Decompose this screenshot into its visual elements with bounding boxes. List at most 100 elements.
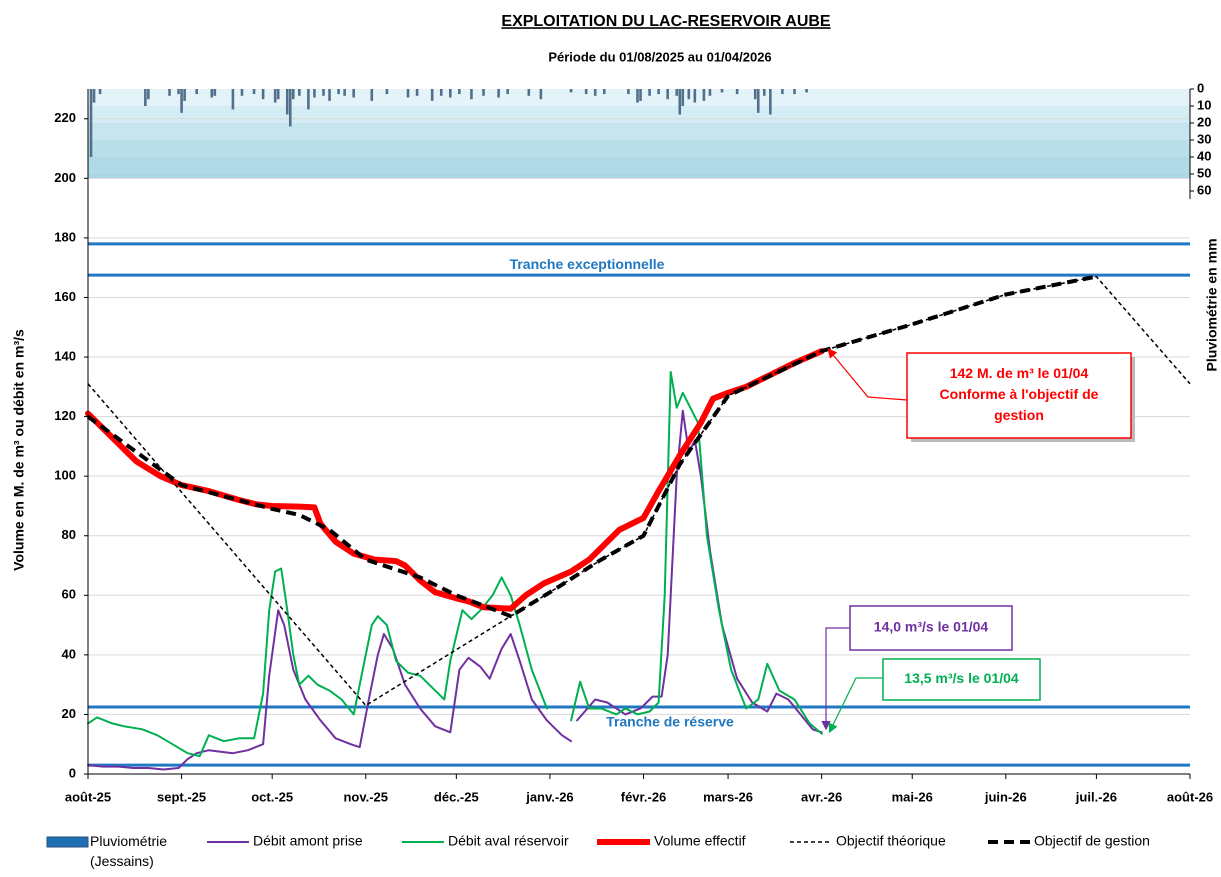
rain-bar [147,89,150,100]
rain-bar [449,89,452,98]
rain-bar [180,89,183,113]
y-tick-label: 0 [69,765,76,780]
series-line [87,275,1191,707]
y2-tick-label: 20 [1197,114,1211,129]
rain-bar [168,89,171,96]
y-tick-label: 160 [54,289,76,304]
y-tick-label: 120 [54,408,76,423]
y-tick-label: 180 [54,229,76,244]
y-tick-label: 100 [54,468,76,483]
rain-bar [276,89,280,100]
rain-bar [177,89,180,95]
annotation-text: 14,0 m³/s le 01/04 [874,619,989,635]
y2-axis-title: Pluviométrie en mm [1204,238,1220,371]
rain-bar [687,89,691,100]
legend-text: Pluviométrie (Jessains) [90,833,168,869]
annotation-arrow [821,627,850,731]
rain-bar [708,89,712,96]
rain-band [88,106,1190,123]
rain-bar [756,89,760,113]
rain-bar [195,89,198,95]
x-tick-label: août-26 [1167,789,1213,804]
rain-bar [636,89,639,103]
rain-band [88,174,1190,178]
rain-bar [385,89,389,95]
chart-subtitle: Période du 01/08/2025 au 01/04/2026 [548,49,771,64]
rain-bar [527,89,531,96]
rain-bar [805,89,808,93]
y2-tick-label: 60 [1197,182,1211,197]
annotation-text: gestion [994,407,1044,423]
rain-bar [231,89,235,110]
reference-label: Tranche exceptionnelle [510,256,665,272]
rain-bar [675,89,679,96]
y-axis-title: Volume en M. de m³ ou débit en m³/s [11,329,27,571]
rain-bar [593,89,597,96]
rain-band [88,157,1190,174]
annotation-box [882,658,1041,701]
y2-tick-label: 0 [1197,80,1204,95]
y-tick-label: 20 [62,706,76,721]
rain-bar [458,89,461,95]
x-tick-label: déc.-25 [434,789,479,804]
legend-swatch [46,836,89,848]
x-tick-label: févr.-26 [621,789,667,804]
rain-bar [213,89,217,96]
rain-bar [298,89,301,96]
annotation-box [906,352,1132,439]
x-tick-label: juin-26 [984,789,1027,804]
x-tick-label: mai-26 [892,789,933,804]
rain-bar [183,89,186,101]
rain-bar [415,89,419,96]
rain-bars [89,89,808,157]
rain-bar [753,89,757,100]
rain-bar [497,89,500,98]
rain-bar [693,89,697,103]
y-tick-label: 80 [62,527,76,542]
rain-band [88,123,1190,140]
rain-bar [313,89,316,98]
rain-bar [240,89,244,96]
rain-bar [322,89,325,96]
legend-label: Objectif de gestion [1034,833,1150,849]
rain-bar [627,89,630,95]
x-tick-label: sept.-25 [157,789,206,804]
rain-bar [735,89,739,95]
legend: Pluviométrie (Jessains) Débit amont prise… [46,833,1150,869]
annotation-text: 13,5 m³/s le 01/04 [904,670,1019,686]
rain-bar [678,89,682,115]
annotation-text: 142 M. de m³ le 01/04 [950,365,1089,381]
rain-bar [92,89,96,103]
annotations: 142 M. de m³ le 01/04 Conforme à l'object… [821,348,1135,734]
series-line [86,274,1097,619]
legend-label: Débit aval réservoir [448,833,569,849]
y-tick-label: 200 [54,170,76,185]
rain-bar [430,89,434,101]
rain-bar [89,89,93,157]
rain-bar [648,89,651,96]
rain-bar [769,89,772,115]
rain-bar [98,89,102,95]
rain-bar [506,89,509,95]
rain-bar [762,89,766,96]
rain-bar [337,89,340,95]
rain-bar [292,89,295,100]
x-tick-label: mars-26 [703,789,753,804]
legend-label: Volume effectif [654,833,746,849]
y-tick-label: 60 [62,587,76,602]
rain-bands [88,89,1190,178]
rain-bar [639,89,642,101]
reference-lines: Tranche exceptionnelle Tranche de réserve [88,242,1190,767]
rain-bar [261,89,265,100]
lines [85,274,1191,771]
rain-bar [666,89,669,100]
reference-label: Tranche de réserve [606,714,734,730]
rain-bar [285,89,289,115]
rain-bar [252,89,256,95]
rain-band [88,89,1190,106]
rain-bar [273,89,277,103]
rain-bar [144,89,147,106]
